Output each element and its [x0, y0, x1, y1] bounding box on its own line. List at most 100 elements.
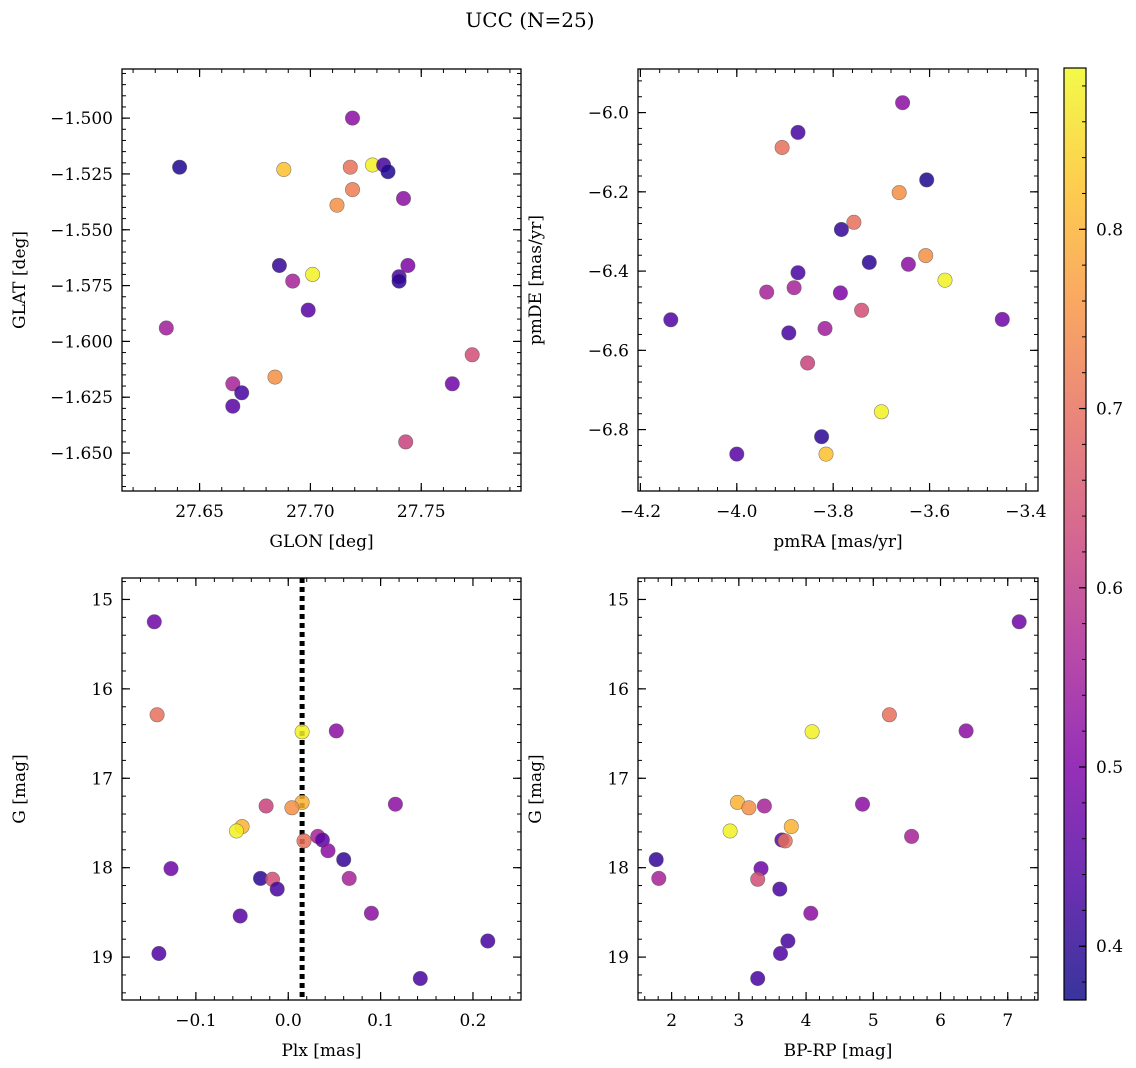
colorbar-tick-label: 0.4	[1096, 937, 1123, 957]
y-tick-label: −1.575	[50, 277, 113, 297]
y-tick-label: 19	[607, 948, 629, 968]
y-tick-label: −6.4	[588, 262, 629, 282]
x-tick-label: 6	[935, 1011, 946, 1031]
data-point	[258, 798, 274, 814]
data-point	[873, 404, 889, 420]
data-point	[271, 257, 287, 273]
colorbar-ticks: 0.4 0.5 0.6 0.7 0.8	[1079, 85, 1123, 983]
data-point	[663, 312, 679, 328]
y-tick-label: 19	[91, 948, 113, 968]
data-point	[172, 159, 188, 175]
data-point	[464, 347, 480, 363]
data-point	[380, 164, 396, 180]
data-point	[790, 124, 806, 140]
data-point	[881, 707, 897, 723]
data-point	[163, 861, 179, 877]
data-point	[398, 434, 414, 450]
y-tick-label: −6.6	[588, 341, 629, 361]
data-point	[786, 280, 802, 296]
data-point	[344, 110, 360, 126]
data-point	[777, 833, 793, 849]
data-point	[285, 273, 301, 289]
x-axis-label: GLON [deg]	[269, 532, 373, 552]
y-tick-label: 18	[91, 859, 113, 879]
axes-frame	[121, 68, 522, 492]
x-tick-label: 5	[868, 1011, 879, 1031]
data-point	[741, 800, 757, 816]
data-point	[329, 197, 345, 213]
subplot-proper-motions: −4.2 −4.0 −3.8 −3.6 −3.4 −6.0 −6.2 −6.4 −6.6 −6.8…	[526, 68, 1047, 552]
colorbar-tick-label: 0.5	[1096, 758, 1123, 778]
x-tick-label: 3	[733, 1011, 744, 1031]
x-tick-label: 4	[801, 1011, 812, 1031]
data-point	[861, 254, 877, 270]
y-axis-label: pmDE [mas/yr]	[526, 215, 546, 345]
data-point	[444, 376, 460, 392]
data-point	[412, 970, 428, 986]
y-tick-label: 17	[91, 769, 113, 789]
data-point	[750, 970, 766, 986]
data-point	[900, 256, 916, 272]
data-point	[225, 398, 241, 414]
y-tick-label: 15	[607, 590, 629, 610]
data-point	[803, 905, 819, 921]
data-point	[854, 302, 870, 318]
x-tick-label: 0.2	[459, 1011, 486, 1031]
data-point	[267, 369, 283, 385]
axes-frame	[121, 577, 522, 1001]
data-point	[395, 191, 411, 207]
data-point	[1011, 614, 1027, 630]
data-point	[342, 159, 358, 175]
y-tick-label: −6.0	[588, 104, 629, 124]
data-point	[391, 273, 407, 289]
x-tick-label: −4.2	[620, 502, 661, 522]
data-point	[305, 266, 321, 282]
x-axis-label: pmRA [mas/yr]	[773, 532, 902, 552]
data-point	[648, 852, 664, 868]
data-point	[832, 285, 848, 301]
data-point	[225, 376, 241, 392]
subplot-galactic-coordinates: 27.65 27.70 27.75 −1.500 −1.525 −1.550 −1.575 −…	[10, 68, 522, 552]
data-point	[651, 870, 667, 886]
x-tick-label: 2	[666, 1011, 677, 1031]
data-point	[232, 908, 248, 924]
x-axis-label: BP-RP [mag]	[784, 1041, 893, 1061]
data-point	[814, 429, 830, 445]
data-point	[774, 140, 790, 156]
data-point	[234, 385, 250, 401]
data-point	[400, 257, 416, 273]
data-point	[294, 724, 310, 740]
data-point	[229, 823, 245, 839]
data-point	[480, 933, 496, 949]
data-point	[800, 355, 816, 371]
data-point	[772, 945, 788, 961]
colorbar-tick-label: 0.6	[1096, 579, 1123, 599]
data-point	[151, 945, 167, 961]
data-point	[320, 843, 336, 859]
subplot-color-magnitude: 2 3 4 5 6 7 15 16 17 18 19 BP-RP [mag] G [mag]	[526, 577, 1039, 1061]
subplot-grid: 27.65 27.70 27.75 −1.500 −1.525 −1.550 −1.575 −…	[10, 68, 1047, 1061]
data-point	[756, 798, 772, 814]
y-tick-label: 16	[607, 680, 629, 700]
data-point	[783, 819, 799, 835]
data-point	[344, 182, 360, 198]
y-axis-label: G [mag]	[10, 754, 30, 823]
data-point	[780, 933, 796, 949]
x-tick-label: 0.0	[275, 1011, 302, 1031]
data-point	[919, 172, 935, 188]
data-point	[296, 833, 312, 849]
subplot-parallax-magnitude: −0.1 0.0 0.1 0.2 15 16 17 18 19 Plx [mas] G [mag]	[10, 577, 522, 1061]
y-tick-label: −1.550	[50, 221, 113, 241]
x-tick-label: −0.1	[175, 1011, 216, 1031]
axes-frame	[637, 68, 1039, 492]
data-point	[804, 724, 820, 740]
colorbar-frame	[1063, 67, 1087, 1001]
y-axis-label: G [mag]	[526, 754, 546, 823]
data-point	[994, 311, 1010, 327]
data-point	[300, 302, 316, 318]
y-tick-label: −1.525	[50, 165, 113, 185]
x-tick-label: −3.6	[909, 502, 950, 522]
x-tick-label: −4.0	[716, 502, 757, 522]
data-point	[772, 881, 788, 897]
